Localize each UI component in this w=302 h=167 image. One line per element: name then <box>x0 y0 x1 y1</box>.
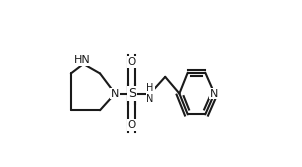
Text: O: O <box>128 57 136 67</box>
Text: S: S <box>128 87 136 100</box>
Text: N: N <box>111 89 119 99</box>
Text: H
N: H N <box>146 83 154 104</box>
Text: O: O <box>128 120 136 130</box>
Text: N: N <box>210 89 219 99</box>
Text: HN: HN <box>74 55 91 65</box>
